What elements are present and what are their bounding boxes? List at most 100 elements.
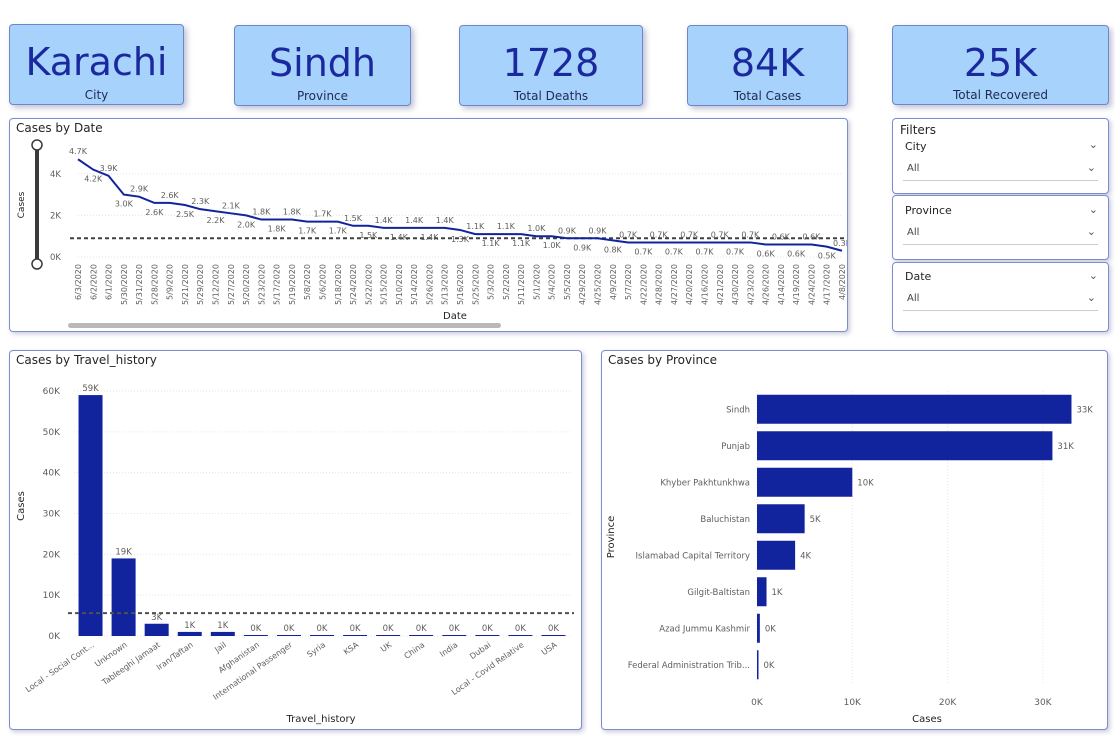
data-label: 4.2K [84, 175, 103, 184]
x-tick-label: 5/24/2020 [349, 264, 358, 305]
x-tick-label: 4/14/2020 [777, 264, 786, 305]
data-label: 1.5K [359, 231, 378, 240]
x-tick-label: 4/19/2020 [792, 264, 801, 305]
x-tick-label: 5/30/2020 [120, 264, 129, 305]
chevron-down-icon[interactable]: ⌄ [1088, 138, 1098, 151]
cases-by-date-chart[interactable]: 0K 2K 4K Cases 4.7K 6/3/2020 4.2K 6/2/2020 3.9K 6… [10, 119, 847, 331]
date-slicer-dropdown[interactable]: All ⌄ [903, 288, 1098, 311]
kpi-cases-label: Total Cases [733, 89, 802, 103]
bar [757, 613, 760, 643]
data-label: 59K [82, 384, 99, 394]
data-label: 1.1K [497, 222, 516, 231]
data-label: 2.5K [176, 210, 195, 219]
data-label: 5K [810, 515, 821, 525]
date-slicer: Date ⌄ All ⌄ [892, 262, 1109, 332]
x-tick-label: 5/31/2020 [135, 264, 144, 305]
x-tick-label: 5/10/2020 [395, 264, 404, 305]
x-tick-label: UK [379, 640, 394, 654]
x-tick-label: 4/8/2020 [838, 264, 847, 300]
chevron-down-icon[interactable]: ⌄ [1088, 269, 1098, 282]
y-tick-label: 4K [50, 170, 61, 180]
x-tick-label: 4/29/2020 [578, 264, 587, 305]
y-axis-title: Cases [17, 191, 27, 218]
kpi-province-card: Sindh Province [234, 25, 411, 106]
kpi-cases-card: 84K Total Cases [687, 25, 848, 106]
kpi-city-card: Karachi City [9, 24, 184, 105]
data-label: 2.6K [161, 191, 180, 200]
data-label: 0K [548, 624, 559, 634]
data-label: 0K [350, 624, 361, 634]
data-label: 1.8K [268, 225, 287, 234]
cases-by-travel-panel[interactable]: Cases by Travel_history 0K 10K 20K 30K 40K 50… [9, 350, 582, 730]
bar [757, 504, 805, 534]
data-label: 10K [857, 478, 874, 488]
data-label: 1.4K [405, 216, 424, 225]
x-tick-label: 20K [939, 698, 957, 708]
x-tick-label: USA [540, 640, 559, 657]
data-label: 0K [765, 624, 776, 634]
data-label: 1.0K [527, 224, 546, 233]
bar [541, 635, 566, 636]
kpi-cases-value: 84K [730, 41, 805, 85]
kpi-province-label: Province [296, 89, 349, 103]
cases-by-travel-chart[interactable]: 0K 10K 20K 30K 40K 50K 60K Cases 59K Local - Soci… [10, 351, 581, 729]
bar [276, 635, 301, 636]
data-label: 1K [217, 621, 228, 631]
cases-by-province-chart[interactable]: 0K 10K 20K 30K Province Sindh 33K Punjab 31K Khyb… [602, 351, 1107, 729]
cases-by-province-panel[interactable]: Cases by Province 0K 10K 20K 30K Province Sin… [601, 350, 1108, 730]
chevron-down-icon: ⌄ [1086, 225, 1096, 238]
data-label: 1.7K [329, 227, 348, 236]
chevron-down-icon[interactable]: ⌄ [1088, 203, 1098, 216]
bar [508, 635, 533, 636]
x-tick-label: 5/29/2020 [196, 264, 205, 305]
x-tick-label: Jail [212, 640, 228, 655]
x-tick-label: 5/27/2020 [227, 264, 236, 305]
bar [376, 635, 401, 636]
data-label: 2.3K [191, 197, 210, 206]
y-tick-label: 60K [43, 387, 61, 397]
x-tick-label: 5/6/2020 [318, 264, 327, 300]
city-slicer-label: City [905, 140, 927, 153]
data-label: 0.7K [711, 230, 730, 239]
bar [442, 635, 467, 636]
province-slicer-value: All [907, 227, 920, 238]
data-label: 2.0K [237, 220, 256, 229]
x-tick-label: 5/7/2020 [624, 264, 633, 300]
cases-by-date-scrollbar[interactable] [68, 323, 501, 328]
bar [343, 635, 368, 636]
x-tick-label: 5/18/2020 [334, 264, 343, 305]
data-label: 1K [772, 588, 783, 598]
data-label: 0.7K [619, 230, 638, 239]
data-label: 1.4K [390, 233, 409, 242]
x-tick-label: 4/26/2020 [762, 264, 771, 305]
city-slicer-dropdown[interactable]: All ⌄ [903, 158, 1098, 181]
data-label: 4K [800, 551, 811, 561]
data-label: 2.6K [145, 208, 164, 217]
x-tick-label: 5/17/2020 [273, 264, 282, 305]
kpi-deaths-label: Total Deaths [513, 89, 589, 103]
data-label: 0K [283, 624, 294, 634]
x-tick-label: 4/9/2020 [609, 264, 618, 300]
y-tick-label: Punjab [721, 442, 750, 452]
bar [243, 635, 268, 636]
y-tick-label: 20K [43, 550, 61, 560]
data-label: 0.7K [726, 247, 745, 256]
data-label: 0K [764, 661, 775, 671]
data-label: 0K [416, 624, 427, 634]
bar [757, 431, 1053, 461]
cases-by-date-panel[interactable]: Cases by Date 0K 2K 4K Cases 4.7K 6/3/2020 4.2… [9, 118, 848, 332]
y-tick-label: 30K [43, 510, 61, 520]
y-tick-label: Gilgit-Baltistan [687, 588, 750, 598]
data-label: 0K [250, 624, 261, 634]
bar [78, 395, 103, 636]
data-label: 31K [1057, 442, 1074, 452]
x-tick-label: Local - Social Cont... [24, 640, 96, 694]
kpi-recovered-card: 25K Total Recovered [892, 25, 1109, 105]
data-label: 33K [1076, 405, 1093, 415]
data-label: 19K [115, 547, 132, 557]
province-slicer-dropdown[interactable]: All ⌄ [903, 222, 1098, 245]
data-label: 0.6K [802, 233, 821, 242]
x-tick-label: 5/16/2020 [456, 264, 465, 305]
x-tick-label: 5/22/2020 [364, 264, 373, 305]
data-label: 1.5K [344, 214, 363, 223]
